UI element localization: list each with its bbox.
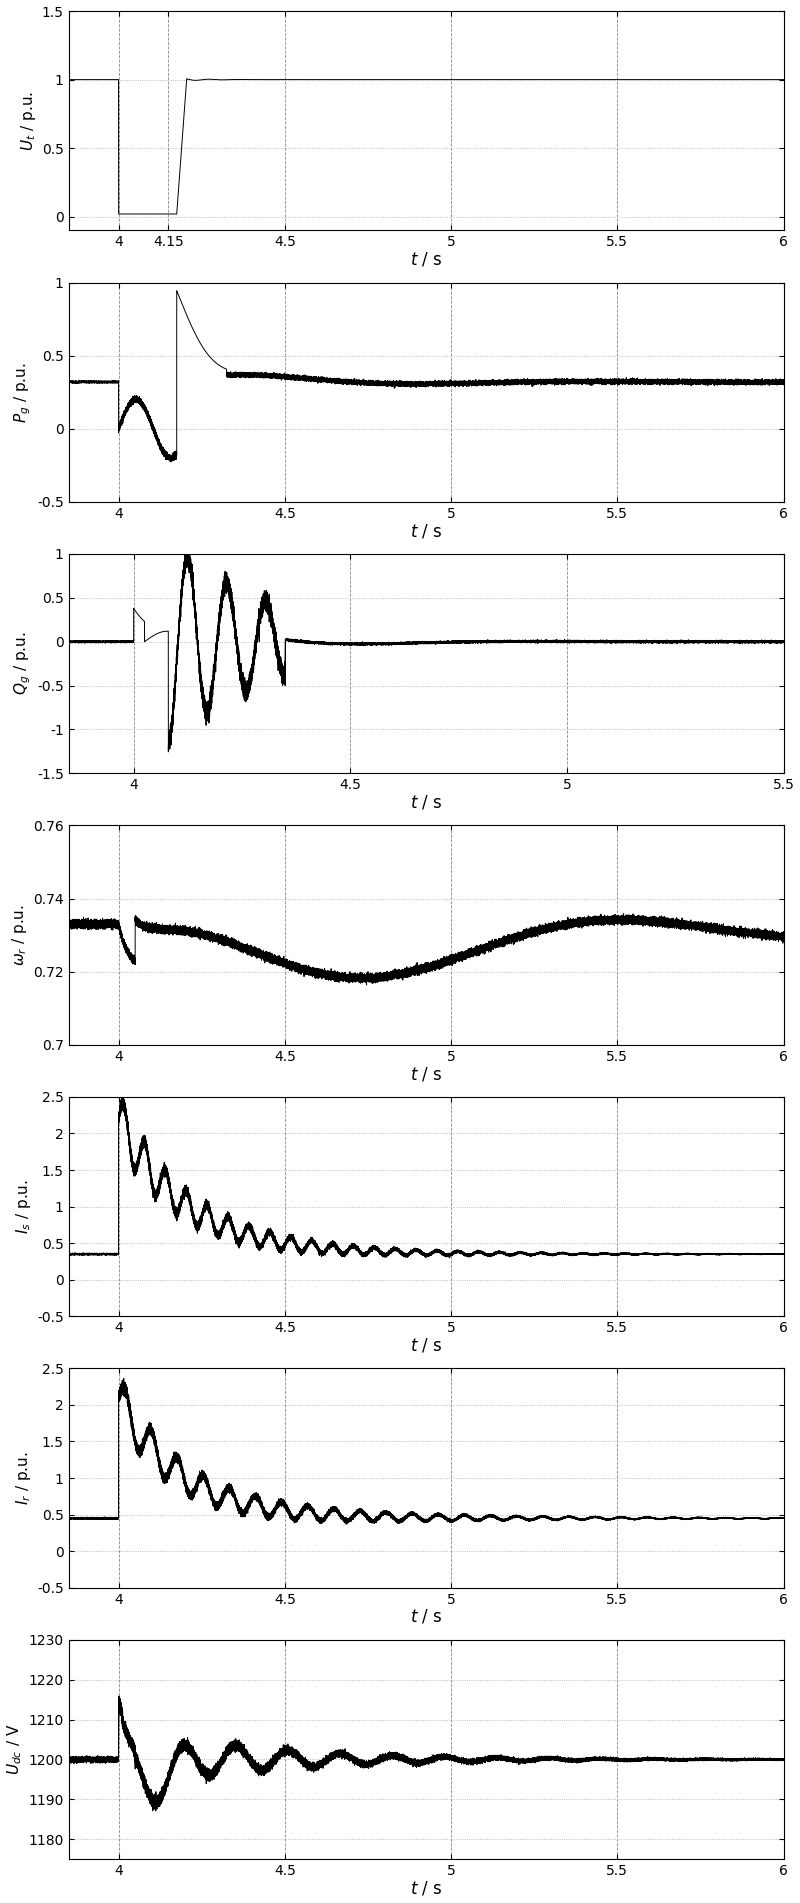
Y-axis label: $I_s$ / p.u.: $I_s$ / p.u. bbox=[14, 1180, 33, 1233]
Y-axis label: $Q_g$ / p.u.: $Q_g$ / p.u. bbox=[12, 632, 33, 695]
Y-axis label: $P_g$ / p.u.: $P_g$ / p.u. bbox=[12, 362, 33, 422]
X-axis label: $t$ / s: $t$ / s bbox=[410, 521, 442, 540]
Y-axis label: $\omega_r$ / p.u.: $\omega_r$ / p.u. bbox=[10, 904, 29, 967]
X-axis label: $t$ / s: $t$ / s bbox=[410, 1336, 442, 1355]
X-axis label: $t$ / s: $t$ / s bbox=[410, 1608, 442, 1625]
X-axis label: $t$ / s: $t$ / s bbox=[410, 1066, 442, 1083]
Y-axis label: $U_t$ / p.u.: $U_t$ / p.u. bbox=[18, 91, 38, 150]
X-axis label: $t$ / s: $t$ / s bbox=[410, 1880, 442, 1897]
Y-axis label: $U_{dc}$ / V: $U_{dc}$ / V bbox=[6, 1724, 24, 1775]
Y-axis label: $I_r$ / p.u.: $I_r$ / p.u. bbox=[14, 1452, 33, 1505]
X-axis label: $t$ / s: $t$ / s bbox=[410, 794, 442, 811]
X-axis label: $t$ / s: $t$ / s bbox=[410, 251, 442, 268]
